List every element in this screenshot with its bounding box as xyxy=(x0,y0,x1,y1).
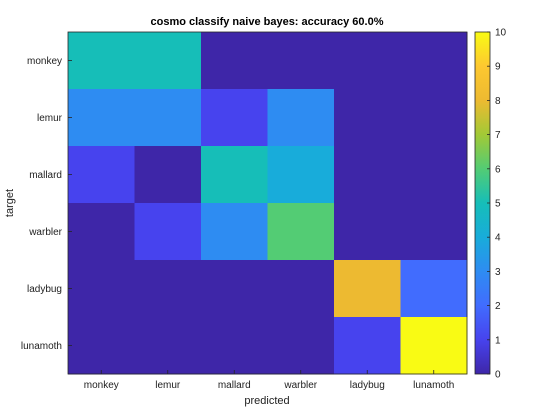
heatmap-cell xyxy=(400,32,468,90)
heatmap-cell xyxy=(334,89,401,147)
x-tick-label: lemur xyxy=(155,380,181,391)
heatmap-cell xyxy=(400,203,468,261)
heatmap-cell xyxy=(68,317,135,375)
heatmap-cell xyxy=(201,146,268,204)
y-tick-label: ladybug xyxy=(27,284,62,295)
y-tick-label: warbler xyxy=(28,227,62,238)
heatmap-cell xyxy=(400,146,468,204)
colorbar-tick-label: 4 xyxy=(495,233,501,244)
heatmap-cell xyxy=(201,32,268,90)
heatmap-cell xyxy=(134,32,202,90)
colorbar-tick-label: 6 xyxy=(495,164,501,175)
y-tick-label: lemur xyxy=(37,113,63,124)
heatmap-cell xyxy=(201,89,268,147)
heatmap-cell xyxy=(334,146,401,204)
x-axis-ticks: monkey lemur mallard warbler ladybug lunamoth xyxy=(84,370,454,391)
x-axis-label: predicted xyxy=(244,395,289,407)
heatmap-cell xyxy=(134,260,202,318)
heatmap-cell xyxy=(201,317,268,375)
heatmap-cell xyxy=(400,260,468,318)
heatmap-cell xyxy=(134,317,202,375)
heatmap-cell xyxy=(267,146,335,204)
heatmap-cell xyxy=(267,203,335,261)
heatmap-cell xyxy=(400,89,468,147)
x-tick-label: mallard xyxy=(218,380,251,391)
colorbar-tick-label: 1 xyxy=(495,335,501,346)
chart-title: cosmo classify naive bayes: accuracy 60.… xyxy=(151,16,384,28)
heatmap-cell xyxy=(400,317,468,375)
x-tick-label: lunamoth xyxy=(413,380,454,391)
heatmap-cell xyxy=(68,260,135,318)
heatmap-cell xyxy=(134,203,202,261)
y-tick-label: monkey xyxy=(27,56,62,67)
heatmap-cell xyxy=(267,32,335,90)
y-axis-label: target xyxy=(4,189,16,217)
colorbar-tick-label: 2 xyxy=(495,301,501,312)
heatmap-cell xyxy=(201,203,268,261)
heatmap-cell xyxy=(134,146,202,204)
colorbar: 0 1 2 3 4 5 6 7 8 9 10 xyxy=(474,28,507,381)
x-tick-label: warbler xyxy=(283,380,317,391)
heatmap-cell xyxy=(334,260,401,318)
heatmap-cell xyxy=(267,89,335,147)
colorbar-tick-label: 5 xyxy=(495,199,501,210)
heatmap-cell xyxy=(334,32,401,90)
y-axis-ticks: monkey lemur mallard warbler ladybug lunamoth xyxy=(21,56,72,352)
heatmap-cell xyxy=(201,260,268,318)
heatmap-cell xyxy=(68,203,135,261)
colorbar-tick-label: 8 xyxy=(495,96,501,107)
heatmap-cell xyxy=(267,260,335,318)
y-tick-label: lunamoth xyxy=(21,341,62,352)
heatmap-cell xyxy=(334,317,401,375)
heatmap-cell xyxy=(68,32,135,90)
colorbar-tick-label: 0 xyxy=(495,370,501,381)
heatmap-cell xyxy=(134,89,202,147)
y-tick-label: mallard xyxy=(29,170,62,181)
x-tick-label: ladybug xyxy=(350,380,385,391)
colorbar-tick-label: 3 xyxy=(495,267,501,278)
heatmap-cell xyxy=(68,89,135,147)
colorbar-tick-label: 9 xyxy=(495,62,501,73)
heatmap-cells xyxy=(68,32,468,375)
colorbar-tick-label: 7 xyxy=(495,130,501,141)
plot-frame xyxy=(67,31,468,375)
colorbar-tick-label: 10 xyxy=(495,28,507,39)
heatmap-cell xyxy=(267,317,335,375)
heatmap-cell xyxy=(334,203,401,261)
x-tick-label: monkey xyxy=(84,380,119,391)
heatmap-cell xyxy=(68,146,135,204)
